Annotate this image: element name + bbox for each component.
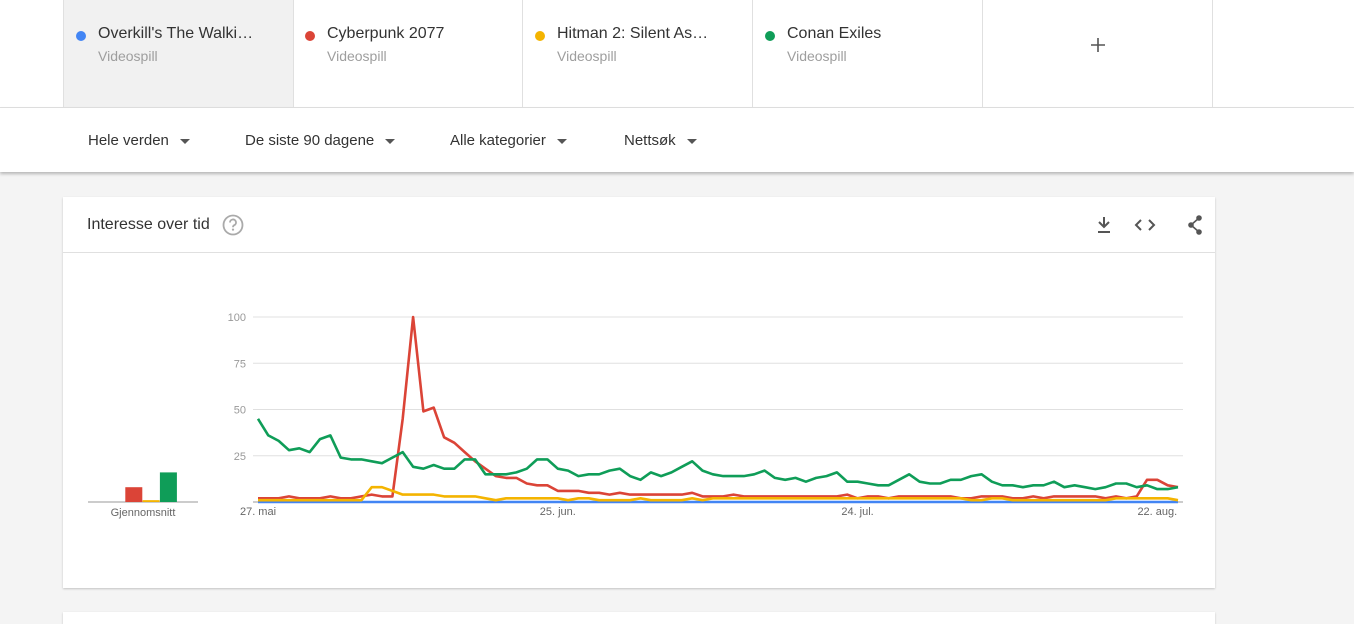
divider [63,252,1215,253]
y-tick-label: 75 [234,358,246,370]
help-icon[interactable] [221,213,245,237]
filter-bar: Hele verden De siste 90 dagene Alle kate… [0,108,1354,172]
filter-dropdown[interactable]: Alle kategorier [450,132,567,149]
term-category: Videospill [787,48,847,64]
y-tick-label: 50 [234,405,246,417]
term-card[interactable]: Overkill's The Walki… Videospill [63,0,294,107]
term-card[interactable]: Cyberpunk 2077 Videospill [293,0,523,107]
share-icon[interactable] [1188,215,1202,235]
y-tick-label: 25 [234,451,246,463]
term-category: Videospill [327,48,387,64]
next-card [63,612,1215,624]
average-bar [159,472,177,502]
x-axis-label: Gjennomsnitt [111,507,176,519]
term-name: Hitman 2: Silent As… [557,25,709,42]
chart-card: Interesse over tid Gjennomsnitt 25 50 75 100… [63,197,1215,588]
term-category: Videospill [557,48,617,64]
series-line [258,315,1179,500]
embed-icon[interactable] [1134,219,1156,231]
term-dot [535,31,545,41]
chart: Gjennomsnitt 25 50 75 100 27. mai 25. jun. 24. … [88,312,1183,519]
term-card[interactable]: Conan Exiles Videospill [753,0,983,107]
term-dot [305,31,315,41]
x-tick-label: 27. mai [240,506,276,518]
term-name: Conan Exiles [787,25,882,42]
x-tick-label: 25. jun. [540,506,576,518]
term-name: Overkill's The Walki… [98,25,254,42]
card-actions [1098,215,1202,235]
term-category: Videospill [98,48,158,64]
add-icon [1091,38,1105,52]
card-title: Interesse over tid [87,216,210,233]
term-name: Cyberpunk 2077 [327,25,445,42]
download-icon[interactable] [1098,217,1110,233]
filter-dropdown[interactable]: De siste 90 dagene [245,132,395,149]
add-term[interactable] [983,0,1213,107]
x-tick-label: 22. aug. [1137,506,1177,518]
filter-dropdown[interactable]: Hele verden [88,132,190,149]
term-bar: Overkill's The Walki… Videospill Cyberpun… [0,0,1354,108]
average-bar [125,487,143,502]
series-line [258,485,1179,502]
average-bar [142,500,160,502]
filter-dropdown[interactable]: Nettsøk [624,132,697,149]
series-line [256,418,1179,491]
term-dot [765,31,775,41]
term-card[interactable]: Hitman 2: Silent As… Videospill [523,0,753,107]
term-dot [76,31,86,41]
y-tick-label: 100 [228,312,246,324]
x-tick-label: 24. jul. [841,506,873,518]
